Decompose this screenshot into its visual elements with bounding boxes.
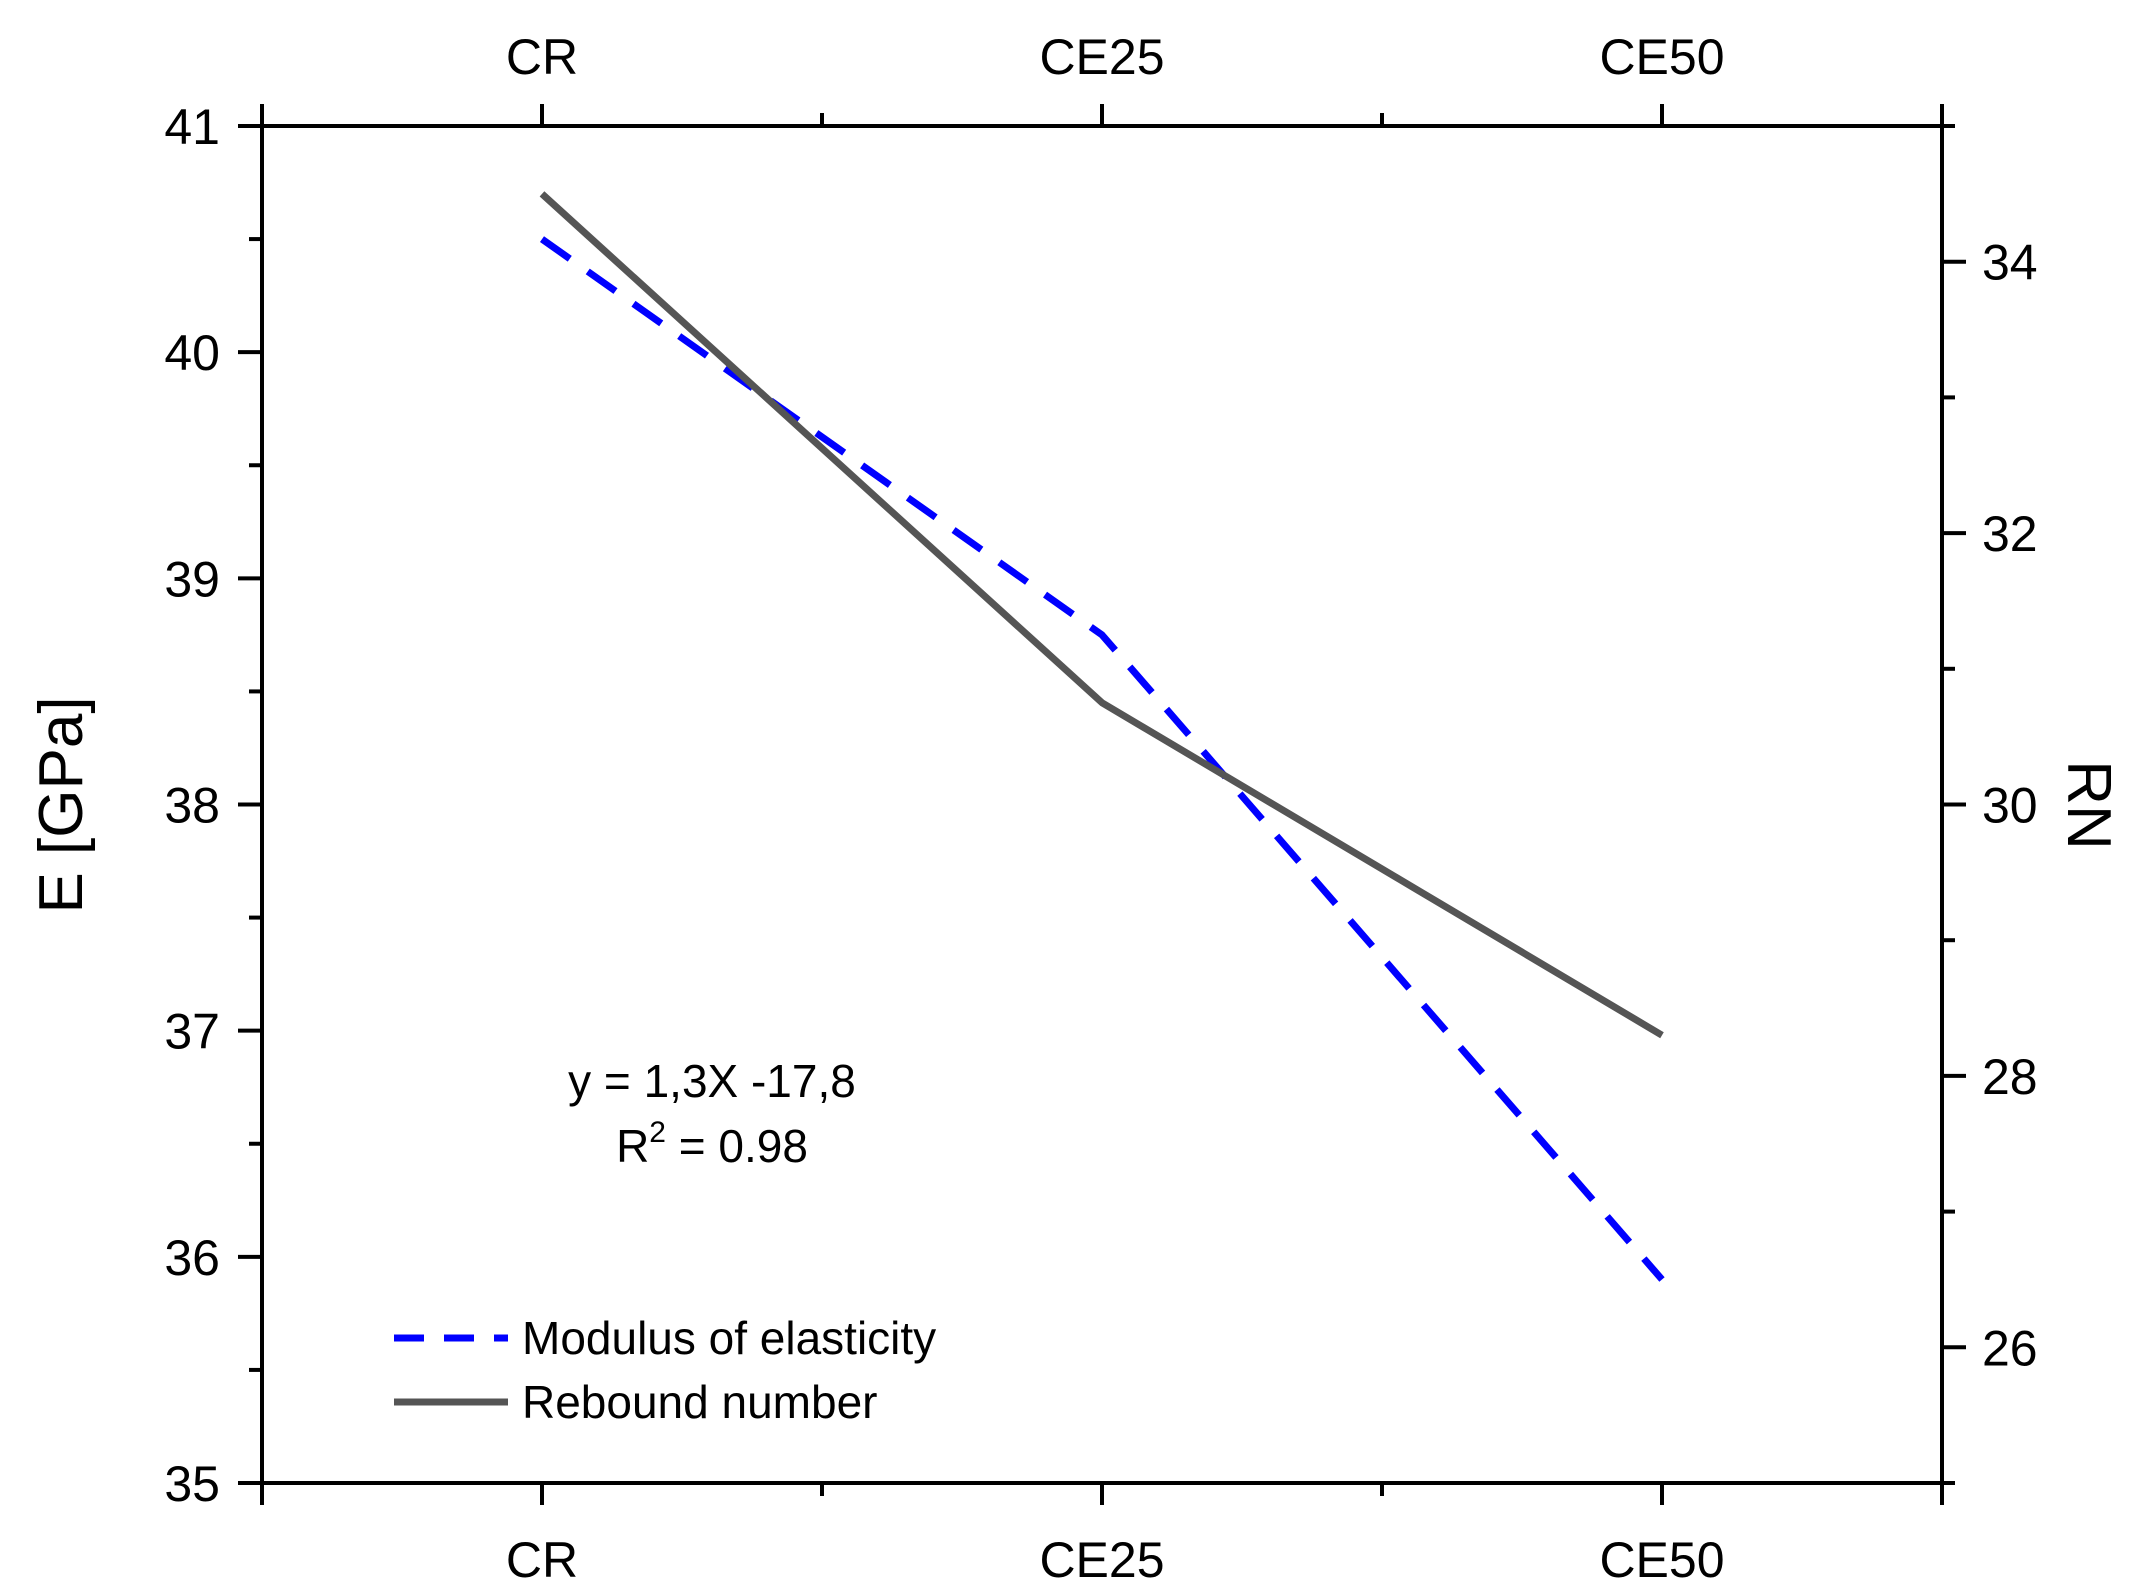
y-axis-title: E [GPa] — [27, 696, 96, 913]
legend: Modulus of elasticity Rebound number — [394, 1312, 936, 1428]
x-tick-label-bottom-ce25: CE25 — [1039, 1532, 1164, 1588]
r-squared-prefix: R — [616, 1120, 649, 1172]
y-tick-label-38: 38 — [164, 778, 220, 834]
x-tick-label-top-cr: CR — [506, 29, 578, 85]
y-tick-label-35: 35 — [164, 1456, 220, 1512]
r-squared: R2 = 0.98 — [616, 1116, 808, 1172]
y-tick-label-39: 39 — [164, 551, 220, 607]
x-tick-label-bottom-cr: CR — [506, 1532, 578, 1588]
plot-frame — [260, 124, 1944, 1485]
y2-tick-label-34: 34 — [1982, 235, 2038, 291]
legend-label-modulus: Modulus of elasticity — [522, 1312, 936, 1364]
axis-ticks: CR CR CE25 CE25 CE50 CE50 35 36 37 38 39 40 41 26 28 30… — [164, 29, 2037, 1588]
legend-label-rebound: Rebound number — [522, 1376, 877, 1428]
x-tick-label-top-ce25: CE25 — [1039, 29, 1164, 85]
x-tick-label-top-ce50: CE50 — [1599, 29, 1724, 85]
series-line-rebound-number — [539, 191, 1664, 1039]
y2-tick-label-30: 30 — [1982, 778, 2038, 834]
y2-tick-label-26: 26 — [1982, 1320, 2038, 1376]
series-lines — [539, 191, 1665, 1282]
y-tick-label-40: 40 — [164, 325, 220, 381]
r-squared-superscript: 2 — [649, 1116, 666, 1149]
y-tick-label-37: 37 — [164, 1004, 220, 1060]
y2-axis-title: RN — [2054, 760, 2123, 850]
y2-tick-label-28: 28 — [1982, 1049, 2038, 1105]
y-tick-label-36: 36 — [164, 1230, 220, 1286]
regression-equation: y = 1,3X -17,8 — [568, 1055, 856, 1107]
r-squared-value: = 0.98 — [666, 1120, 808, 1172]
y2-tick-label-32: 32 — [1982, 506, 2038, 562]
y-tick-label-41: 41 — [164, 99, 220, 155]
x-tick-label-bottom-ce50: CE50 — [1599, 1532, 1724, 1588]
